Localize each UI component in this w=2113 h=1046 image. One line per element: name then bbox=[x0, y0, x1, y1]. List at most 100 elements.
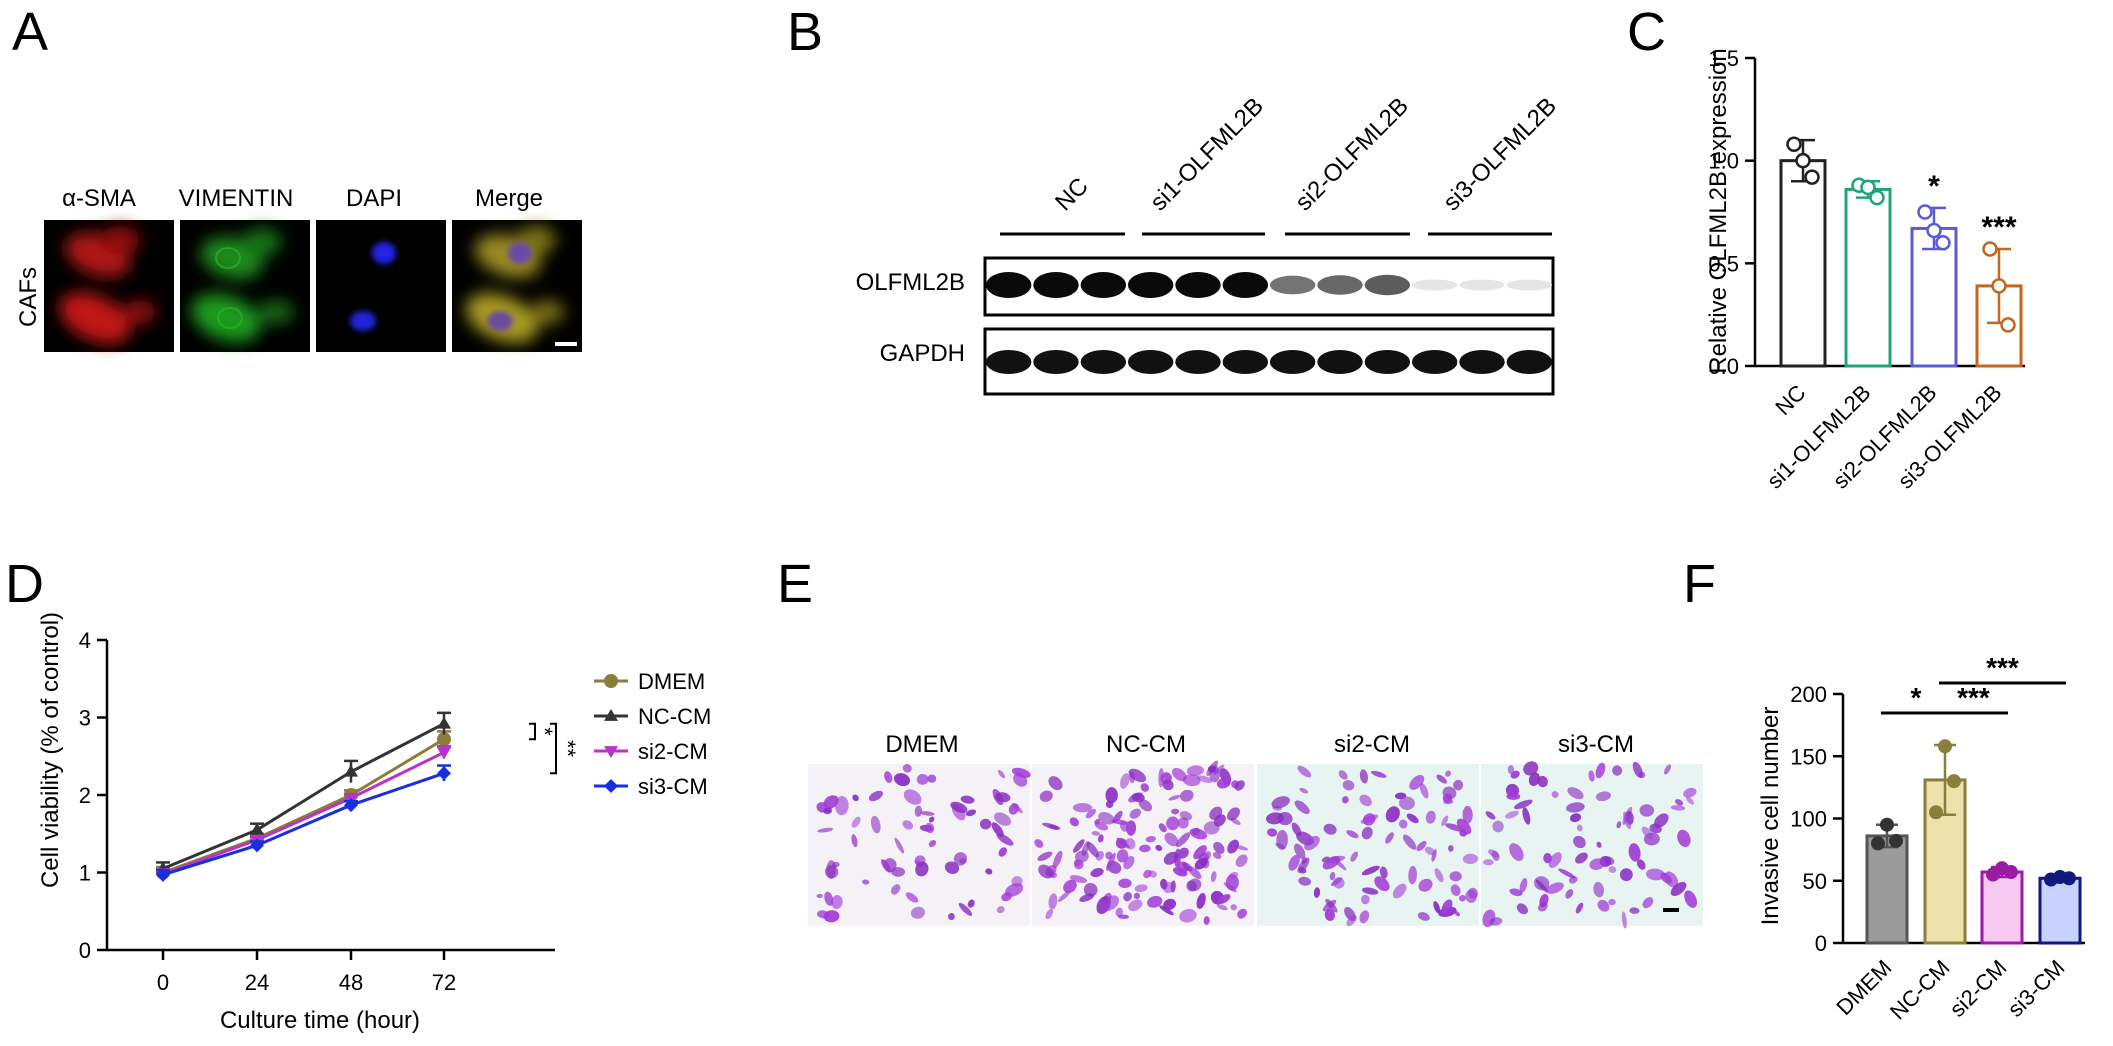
e-cell bbox=[1048, 893, 1058, 910]
d-sig-bracket bbox=[550, 722, 557, 775]
e-cell bbox=[1433, 901, 1441, 914]
e-cell bbox=[1128, 899, 1143, 912]
d-marker-diamond bbox=[156, 867, 170, 882]
e-cell bbox=[1546, 882, 1564, 894]
e-cell bbox=[1079, 893, 1095, 902]
e-cell bbox=[1172, 867, 1188, 877]
c-point bbox=[2000, 317, 2016, 333]
e-cell bbox=[1182, 774, 1201, 787]
e-cell bbox=[1155, 844, 1163, 852]
e-cell bbox=[1298, 876, 1312, 886]
a-col-label-asma: α-SMA bbox=[62, 185, 136, 212]
e-cell bbox=[1589, 858, 1605, 870]
d-x-tick-label: 0 bbox=[157, 970, 169, 995]
e-cell bbox=[1528, 772, 1540, 787]
f-bar bbox=[1980, 870, 2024, 945]
a-col-label-dapi: DAPI bbox=[346, 185, 402, 212]
panel-b: B NC si1-OLFML2B si2-OLFML2B si3-OLFML2B… bbox=[787, 2, 1562, 396]
b-band-olfml2b bbox=[1127, 272, 1174, 298]
e-col-label-dmem: DMEM bbox=[885, 731, 958, 758]
b-bands-gapdh bbox=[985, 350, 1553, 374]
d-ylabel: Cell viability (% of control) bbox=[37, 612, 64, 888]
e-cell bbox=[1453, 779, 1464, 791]
e-cell bbox=[1164, 832, 1179, 847]
c-point bbox=[1982, 241, 1998, 257]
e-cell bbox=[1684, 890, 1698, 908]
e-cell bbox=[1509, 843, 1524, 861]
e-cell bbox=[1045, 909, 1054, 920]
e-cell bbox=[1595, 762, 1606, 779]
e-cell bbox=[1636, 859, 1646, 870]
e-cell bbox=[1163, 881, 1175, 894]
e-cell bbox=[1510, 770, 1520, 779]
e-cell bbox=[1085, 808, 1096, 819]
b-band-olfml2b bbox=[1411, 279, 1458, 291]
e-cell bbox=[1213, 764, 1225, 775]
e-cell bbox=[950, 801, 968, 813]
d-marker-triangle bbox=[250, 822, 264, 835]
e-cell bbox=[1431, 849, 1437, 862]
e-cell bbox=[1196, 775, 1213, 783]
e-cell bbox=[1115, 907, 1123, 917]
e-cell bbox=[1134, 884, 1148, 893]
e-cell bbox=[1102, 895, 1120, 911]
e-cell bbox=[1128, 768, 1147, 783]
e-cell bbox=[1119, 821, 1128, 832]
e-cell bbox=[965, 809, 977, 817]
d-marker-diamond bbox=[604, 779, 618, 793]
e-cell bbox=[1212, 852, 1222, 860]
e-cell bbox=[831, 895, 843, 909]
a-row-label: CAFs bbox=[15, 267, 42, 327]
a-image-vimentin bbox=[180, 220, 310, 352]
e-cell bbox=[1642, 897, 1654, 909]
e-scale-bar bbox=[1663, 908, 1679, 912]
e-cell bbox=[1094, 821, 1109, 831]
e-cell bbox=[905, 892, 919, 903]
c-significance-mark: *** bbox=[1981, 211, 2016, 244]
b-band-label-gapdh: GAPDH bbox=[880, 340, 965, 367]
b-band-gapdh bbox=[1411, 350, 1458, 374]
f-y-tick-label: 50 bbox=[1803, 869, 1827, 894]
e-cell bbox=[1505, 810, 1519, 819]
e-cell bbox=[958, 902, 973, 916]
e-cell bbox=[1120, 773, 1130, 789]
e-cell bbox=[1514, 799, 1533, 810]
panel-c-letter: C bbox=[1627, 2, 1666, 62]
e-cell bbox=[1677, 829, 1691, 848]
e-cell bbox=[1628, 843, 1641, 862]
e-col-label-si2cm: si2-CM bbox=[1334, 731, 1410, 758]
c-point bbox=[1860, 179, 1876, 196]
e-cell bbox=[1227, 807, 1240, 821]
e-cell bbox=[914, 805, 923, 817]
d-y-tick-label: 0 bbox=[79, 938, 91, 963]
e-cell bbox=[910, 906, 925, 919]
e-cell bbox=[948, 912, 955, 921]
c-significance-mark: * bbox=[1928, 170, 1940, 203]
e-cell bbox=[902, 820, 914, 830]
e-cell bbox=[1350, 851, 1359, 862]
e-cell bbox=[1073, 839, 1085, 853]
e-cell bbox=[891, 867, 906, 877]
b-band-olfml2b bbox=[1222, 272, 1269, 298]
e-cell bbox=[1207, 765, 1217, 773]
e-cell bbox=[1575, 902, 1584, 914]
e-cell bbox=[1596, 841, 1602, 848]
e-cell bbox=[902, 764, 912, 773]
e-cell bbox=[1329, 871, 1336, 881]
e-cell bbox=[826, 860, 836, 879]
e-cell bbox=[1074, 850, 1089, 863]
e-cell bbox=[1361, 894, 1370, 905]
f-point bbox=[1938, 739, 1952, 754]
e-cell bbox=[1639, 804, 1655, 817]
e-cell bbox=[1216, 904, 1228, 911]
f-point bbox=[1889, 833, 1903, 848]
e-cell bbox=[1322, 899, 1337, 912]
e-cell bbox=[1597, 899, 1610, 912]
c-point bbox=[1786, 136, 1802, 152]
e-cell bbox=[1118, 878, 1132, 889]
e-cell bbox=[1664, 764, 1672, 775]
e-cell bbox=[924, 822, 935, 834]
e-cell bbox=[1179, 789, 1194, 802]
panel-d: D Cell viability (% of control) Culture … bbox=[5, 554, 711, 1034]
b-band-gapdh bbox=[1033, 350, 1079, 374]
